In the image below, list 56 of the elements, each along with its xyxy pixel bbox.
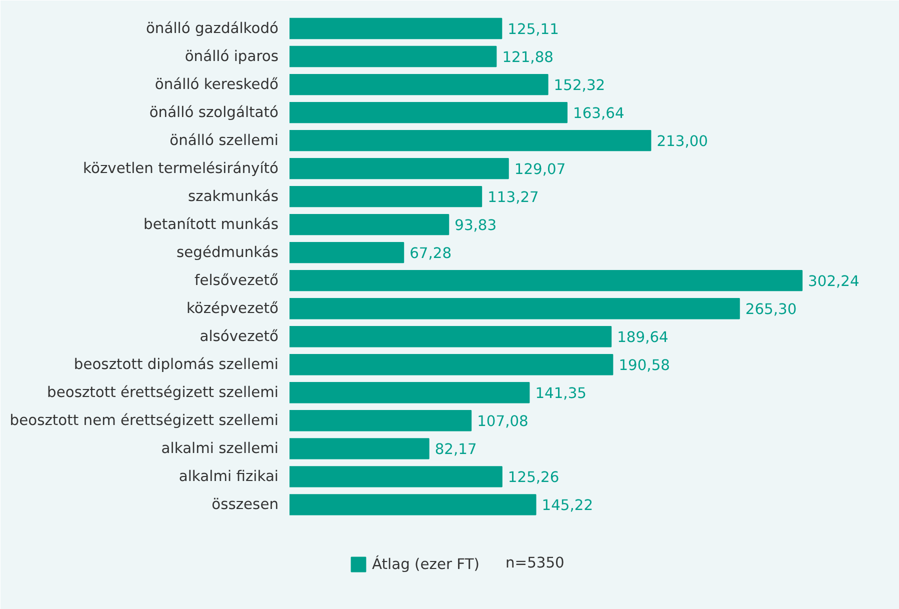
y-tick-label: középvezető: [186, 300, 279, 318]
bar: [290, 46, 497, 68]
y-tick-label: önálló szolgáltató: [149, 104, 279, 122]
y-tick-label: felsővezető: [194, 272, 279, 290]
data-label: 67,28: [410, 245, 452, 262]
bar: [290, 354, 614, 376]
bar: [290, 466, 502, 488]
bar: [290, 186, 482, 208]
y-tick-label: önálló kereskedő: [154, 76, 279, 94]
bar: [290, 214, 450, 236]
y-tick-label: betanított munkás: [144, 216, 279, 234]
bar: [290, 494, 536, 516]
bar: [290, 326, 612, 348]
data-label: 265,30: [745, 301, 797, 318]
bar: [290, 410, 472, 432]
bar: [290, 102, 568, 124]
data-label: 125,26: [508, 469, 560, 486]
bar: [290, 382, 530, 404]
data-label: 113,27: [488, 189, 539, 206]
y-tick-label: önálló iparos: [184, 48, 278, 66]
data-label: 141,35: [535, 385, 587, 402]
y-tick-label: önálló gazdálkodó: [146, 20, 279, 38]
data-label: 93,83: [454, 217, 497, 234]
text: n=5350: [506, 554, 564, 572]
bar: [290, 438, 430, 460]
data-label: 107,08: [477, 413, 528, 430]
y-tick-label: összesen: [212, 496, 278, 514]
y-tick-label: szakmunkás: [188, 188, 278, 206]
y-tick-label: alkalmi fizikai: [178, 468, 278, 486]
y-tick-label: beosztott diplomás szellemi: [74, 356, 278, 374]
y-tick-label: segédmunkás: [176, 244, 279, 262]
data-label: 145,22: [542, 497, 594, 514]
bar: [290, 270, 803, 292]
data-label: 152,32: [554, 77, 606, 94]
y-tick-label: beosztott nem érettségizett szellemi: [10, 412, 279, 430]
bar: [290, 18, 502, 40]
data-label: 163,64: [573, 105, 624, 122]
bar: [290, 74, 548, 96]
legend-label: Átlag (ezer FT): [372, 556, 480, 572]
y-tick-label: közvetlen termelésirányító: [83, 160, 279, 178]
y-tick-label: alsóvezető: [200, 328, 279, 346]
data-label: 189,64: [617, 329, 668, 346]
data-label: 302,24: [808, 273, 860, 290]
data-label: 190,58: [618, 357, 670, 374]
data-label: 121,88: [502, 49, 554, 66]
bar: [290, 130, 652, 152]
y-tick-label: önálló szellemi: [170, 132, 279, 150]
data-label: 82,17: [434, 441, 477, 458]
data-label: 213,00: [656, 133, 708, 150]
y-tick-label: alkalmi szellemi: [161, 440, 279, 458]
data-label: 129,07: [514, 161, 566, 178]
data-label: 125,11: [508, 21, 559, 38]
bar: [290, 158, 509, 180]
y-tick-label: beosztott érettségizett szellemi: [47, 384, 279, 402]
bar: [290, 242, 404, 264]
bar: [290, 298, 740, 320]
